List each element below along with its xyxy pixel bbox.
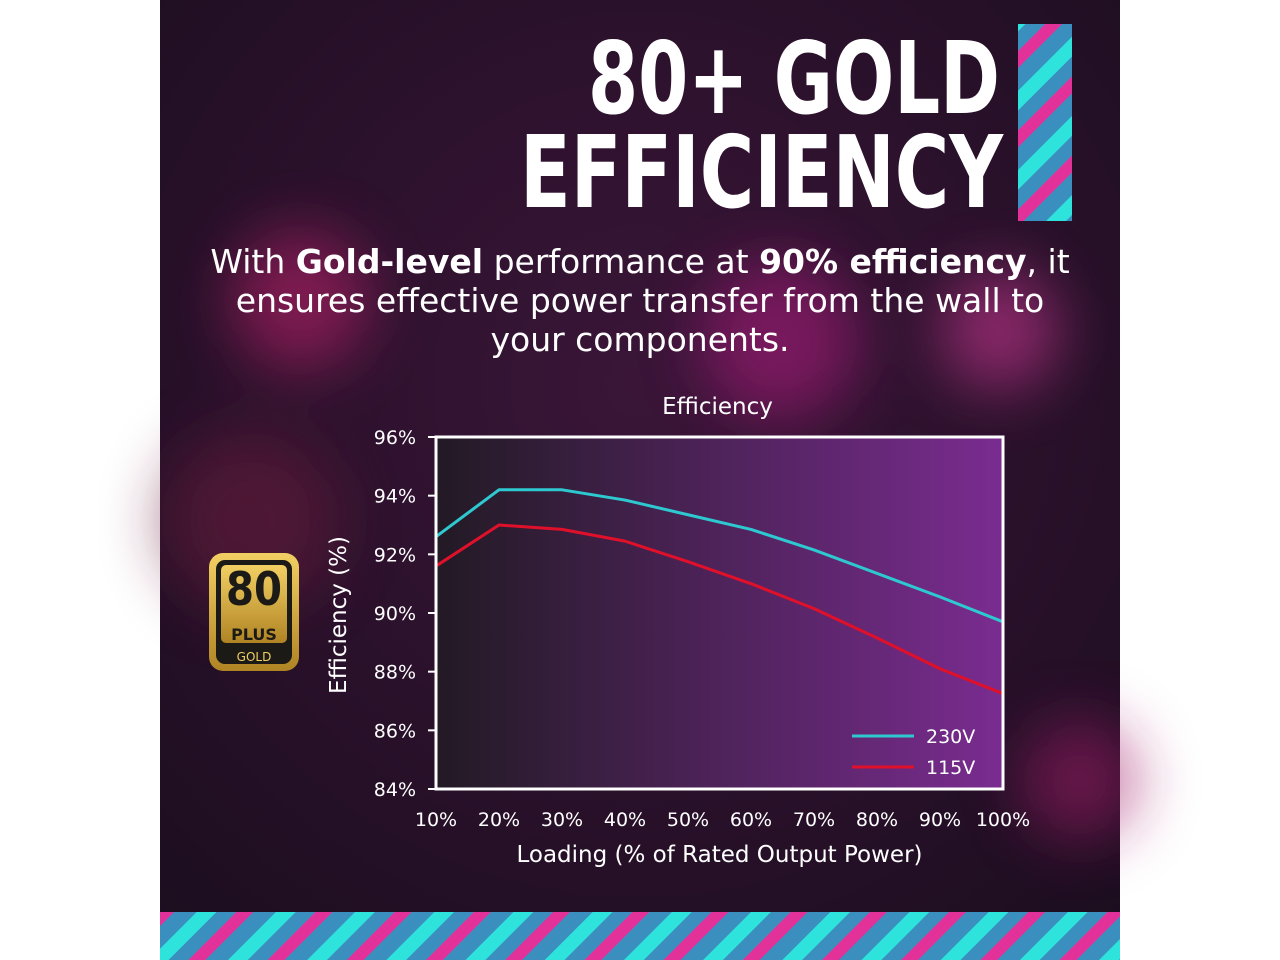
y-tick-label: 92%	[374, 544, 416, 566]
badge-face	[221, 565, 287, 643]
stripe-accent	[1018, 24, 1072, 221]
paragraph-line: With Gold-level performance at 90% effic…	[210, 242, 1069, 281]
x-tick-label: 20%	[478, 809, 520, 831]
badge: 80 PLUS GOLD	[209, 553, 299, 671]
headline: EFFICIENCY	[520, 114, 1004, 231]
badge-plus: PLUS	[231, 625, 277, 644]
y-axis-label: Efficiency (%)	[326, 536, 352, 694]
series-line	[435, 488, 1004, 624]
x-tick-label: 60%	[730, 809, 772, 831]
badge-number: 80	[226, 562, 282, 616]
paragraph-line: your components.	[490, 320, 789, 359]
x-tick-label: 50%	[667, 809, 709, 831]
y-tick-label: 88%	[374, 662, 416, 684]
legend-label: 230V	[926, 726, 975, 748]
x-tick-label: 30%	[541, 809, 583, 831]
y-tick-label: 96%	[374, 427, 416, 449]
text: ensures effective power transfer from th…	[236, 281, 1044, 320]
text: , it	[1027, 242, 1070, 281]
bold-text: Gold-level	[296, 242, 483, 281]
text: your components.	[490, 320, 789, 359]
text: performance at	[483, 242, 759, 281]
x-tick-label: 70%	[793, 809, 835, 831]
x-tick-label: 10%	[415, 809, 457, 831]
plot-frame	[434, 435, 1005, 791]
headline: 80+ GOLD	[588, 20, 1000, 137]
x-tick-label: 100%	[976, 809, 1030, 831]
bokeh	[160, 230, 1140, 840]
chart-title: Efficiency	[662, 394, 773, 420]
text: With	[210, 242, 295, 281]
stripe-band	[160, 912, 1120, 960]
paragraph-line: ensures effective power transfer from th…	[236, 281, 1044, 320]
badge-level: GOLD	[237, 650, 272, 664]
x-tick-label: 40%	[604, 809, 646, 831]
x-tick-label: 90%	[919, 809, 961, 831]
y-tick-label: 94%	[374, 486, 416, 508]
series-line	[435, 523, 1004, 696]
y-tick-label: 86%	[374, 720, 416, 742]
plot-area	[436, 437, 1003, 789]
legend-label: 115V	[926, 757, 975, 779]
y-tick-label: 84%	[374, 779, 416, 801]
x-axis-label: Loading (% of Rated Output Power)	[516, 842, 922, 868]
bold-text: 90% efficiency	[759, 242, 1026, 281]
x-tick-label: 80%	[856, 809, 898, 831]
y-tick-label: 90%	[374, 603, 416, 625]
